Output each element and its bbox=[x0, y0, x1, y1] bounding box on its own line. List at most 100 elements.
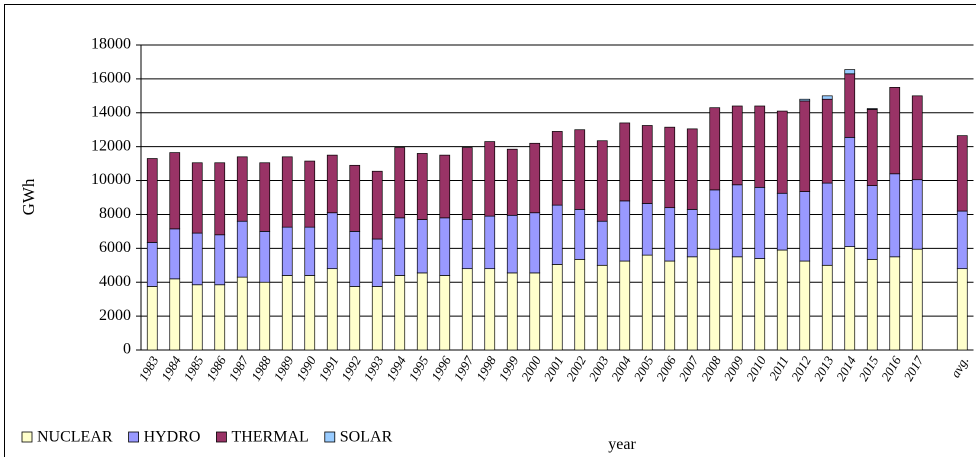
bar-segment bbox=[686, 128, 698, 210]
bar-segment bbox=[259, 231, 271, 283]
bar-segment bbox=[799, 260, 811, 351]
bar-segment bbox=[236, 156, 248, 222]
y-tick-label: 12000 bbox=[91, 137, 131, 154]
bar-segment bbox=[304, 160, 316, 228]
bar-segment bbox=[776, 249, 788, 351]
bar-segment bbox=[461, 219, 473, 270]
bar-segment bbox=[844, 136, 856, 247]
bar-segment bbox=[596, 264, 608, 351]
bar-segment bbox=[349, 286, 361, 351]
bar-segment bbox=[214, 162, 226, 236]
bar-segment bbox=[281, 226, 293, 276]
bar-segment bbox=[776, 110, 788, 194]
bar-segment bbox=[529, 212, 541, 274]
bar-segment bbox=[371, 238, 383, 287]
bar-segment bbox=[416, 153, 428, 220]
bar-segment bbox=[461, 268, 473, 351]
bar-segment bbox=[506, 214, 518, 274]
legend-label: SOLAR bbox=[340, 429, 393, 446]
bar-segment bbox=[754, 258, 766, 351]
bar-segment bbox=[686, 209, 698, 258]
bar-segment bbox=[664, 207, 676, 262]
bar-segment bbox=[214, 284, 226, 351]
bar-segment bbox=[596, 140, 608, 222]
bar-segment bbox=[664, 260, 676, 351]
bar-segment bbox=[371, 286, 383, 351]
bar-segment bbox=[709, 107, 721, 191]
bar-segment bbox=[416, 219, 428, 274]
bar-segment bbox=[394, 147, 406, 219]
bar-segment bbox=[619, 122, 631, 202]
bar-segment bbox=[236, 220, 248, 278]
bar-segment bbox=[281, 275, 293, 351]
bar-segment bbox=[821, 264, 833, 351]
legend-swatch bbox=[128, 431, 139, 443]
bar-segment bbox=[146, 158, 158, 243]
bar-segment bbox=[439, 154, 451, 219]
bar-segment bbox=[731, 256, 743, 351]
bar-segment bbox=[394, 217, 406, 276]
bar-segment bbox=[731, 105, 743, 186]
bar-segment bbox=[484, 268, 496, 351]
bar-segment bbox=[484, 141, 496, 217]
bar-segment bbox=[619, 200, 631, 262]
bar-segment bbox=[844, 246, 856, 351]
bar-segment bbox=[191, 162, 203, 234]
bar-segment bbox=[529, 142, 541, 214]
bar-segment bbox=[956, 135, 968, 212]
bar-segment bbox=[506, 272, 518, 351]
bar-segment bbox=[844, 73, 856, 138]
bar-segment bbox=[191, 284, 203, 351]
bar-segment bbox=[799, 100, 811, 192]
bar-segment bbox=[529, 272, 541, 351]
y-tick-label: 2000 bbox=[99, 307, 131, 324]
legend-swatch bbox=[324, 431, 336, 443]
bar-segment bbox=[349, 164, 361, 232]
bar-segment bbox=[551, 131, 563, 206]
bar-segment bbox=[866, 109, 878, 186]
bar-segment bbox=[326, 212, 338, 270]
bar-segment bbox=[439, 217, 451, 276]
bar-segment bbox=[574, 209, 586, 260]
bar-segment bbox=[259, 162, 271, 232]
bar-segment bbox=[461, 147, 473, 220]
bar-segment bbox=[146, 242, 158, 287]
bar-segment bbox=[889, 256, 901, 351]
bar-segment bbox=[326, 268, 338, 351]
legend-swatch bbox=[216, 431, 227, 443]
bar-segment bbox=[259, 281, 271, 351]
bar-segment bbox=[821, 182, 833, 266]
bar-segment bbox=[641, 125, 653, 204]
legend-label: NUCLEAR bbox=[37, 429, 113, 446]
bar-segment bbox=[574, 258, 586, 351]
y-tick-label: 0 bbox=[123, 341, 131, 358]
bar-segment bbox=[866, 185, 878, 260]
bar-segment bbox=[776, 192, 788, 251]
y-tick-label: 6000 bbox=[99, 239, 131, 256]
bar-segment bbox=[889, 173, 901, 258]
bar-segment bbox=[866, 108, 878, 110]
bar-segment bbox=[866, 258, 878, 351]
bar-segment bbox=[956, 268, 968, 351]
bar-segment bbox=[596, 220, 608, 266]
y-tick-label: 8000 bbox=[99, 205, 131, 222]
bar-segment bbox=[911, 179, 923, 250]
bar-segment bbox=[349, 231, 361, 287]
bar-segment bbox=[844, 69, 856, 75]
bar-segment bbox=[574, 129, 586, 210]
bar-segment bbox=[551, 204, 563, 265]
bar-segment bbox=[889, 87, 901, 175]
bar-segment bbox=[169, 152, 181, 230]
y-tick-label: 10000 bbox=[91, 171, 131, 188]
bar-segment bbox=[709, 189, 721, 250]
bar-segment bbox=[416, 272, 428, 351]
bar-segment bbox=[799, 98, 811, 102]
bar-segment bbox=[304, 226, 316, 276]
bar-segment bbox=[304, 275, 316, 351]
bar-segment bbox=[439, 275, 451, 351]
bar-segment bbox=[956, 210, 968, 270]
y-tick-label: 4000 bbox=[99, 273, 131, 290]
y-tick-label: 16000 bbox=[91, 70, 131, 87]
y-axis-label: GWh bbox=[19, 178, 38, 215]
